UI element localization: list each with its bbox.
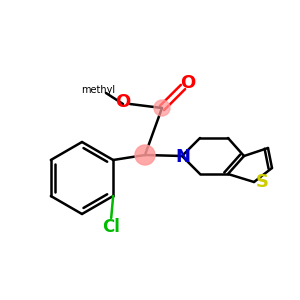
Text: Cl: Cl <box>102 218 120 236</box>
Text: O: O <box>116 93 130 111</box>
Text: S: S <box>256 173 268 191</box>
Text: methyl: methyl <box>81 85 115 95</box>
Circle shape <box>154 100 170 116</box>
Circle shape <box>135 145 155 165</box>
Text: O: O <box>180 74 196 92</box>
Text: N: N <box>176 148 190 166</box>
